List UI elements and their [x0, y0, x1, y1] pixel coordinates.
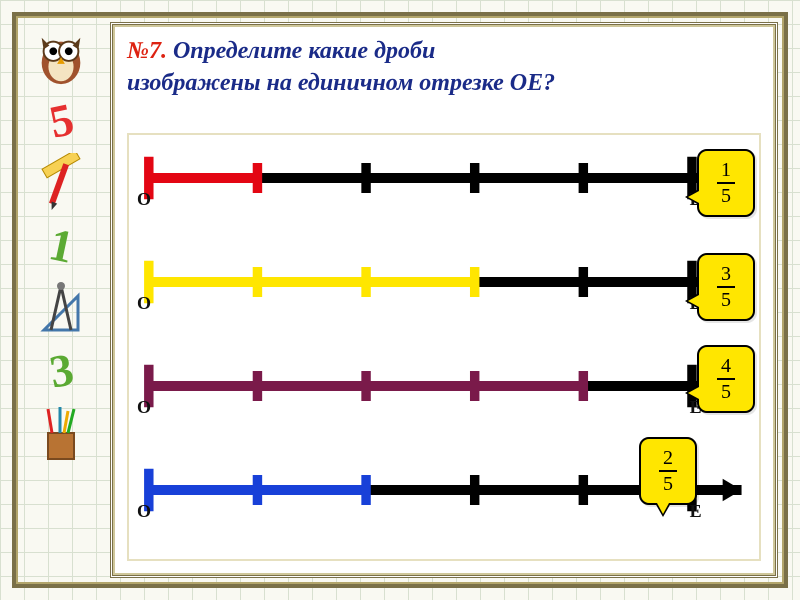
- sidebar-decor: 5 1 3: [24, 24, 98, 582]
- fraction-denominator: 5: [717, 184, 735, 208]
- callout-tail: [655, 503, 671, 517]
- ruler-pencil-icon: [36, 153, 86, 213]
- decor-number-5: 5: [44, 92, 78, 149]
- label-O: O: [137, 293, 151, 314]
- title-line-2: изображены на единичном отрезке ОЕ?: [127, 70, 555, 96]
- owl-icon: [32, 30, 90, 88]
- compass-triangle-icon: [36, 278, 86, 338]
- decor-number-1: 1: [44, 217, 78, 274]
- label-E: E: [690, 501, 702, 522]
- lines-area: OE 1 5 OE 3 5 OE 4 5 OE 2: [137, 143, 751, 559]
- fraction-numerator: 3: [717, 262, 735, 286]
- title-line-1: Определите какие дроби: [167, 38, 435, 64]
- pencil-jar-icon: [36, 403, 86, 463]
- content-panel: №7. Определите какие дроби изображены на…: [110, 22, 778, 578]
- label-O: O: [137, 501, 151, 522]
- fraction-denominator: 5: [717, 380, 735, 404]
- decor-number-3: 3: [45, 342, 77, 398]
- answer-callout[interactable]: 4 5: [697, 345, 755, 413]
- fraction-denominator: 5: [659, 472, 677, 496]
- callout-tail: [685, 293, 699, 309]
- fraction-numerator: 1: [717, 158, 735, 182]
- label-O: O: [137, 397, 151, 418]
- number-line: OE: [137, 143, 751, 223]
- answer-callout[interactable]: 3 5: [697, 253, 755, 321]
- fraction-numerator: 4: [717, 354, 735, 378]
- fraction: 4 5: [717, 354, 735, 404]
- number-line-svg: [137, 351, 751, 431]
- number-line-svg: [137, 143, 751, 223]
- callout-tail: [685, 385, 699, 401]
- label-O: O: [137, 189, 151, 210]
- fraction: 2 5: [659, 446, 677, 496]
- number-line: OE: [137, 247, 751, 327]
- number-line: OE: [137, 351, 751, 431]
- task-title: №7. Определите какие дроби изображены на…: [127, 35, 761, 100]
- callout-tail: [685, 189, 699, 205]
- fraction: 3 5: [717, 262, 735, 312]
- fraction-numerator: 2: [659, 446, 677, 470]
- answer-callout[interactable]: 1 5: [697, 149, 755, 217]
- answer-callout[interactable]: 2 5: [639, 437, 697, 505]
- number-line-svg: [137, 247, 751, 327]
- fraction-denominator: 5: [717, 288, 735, 312]
- task-number: №7.: [127, 38, 167, 64]
- fraction: 1 5: [717, 158, 735, 208]
